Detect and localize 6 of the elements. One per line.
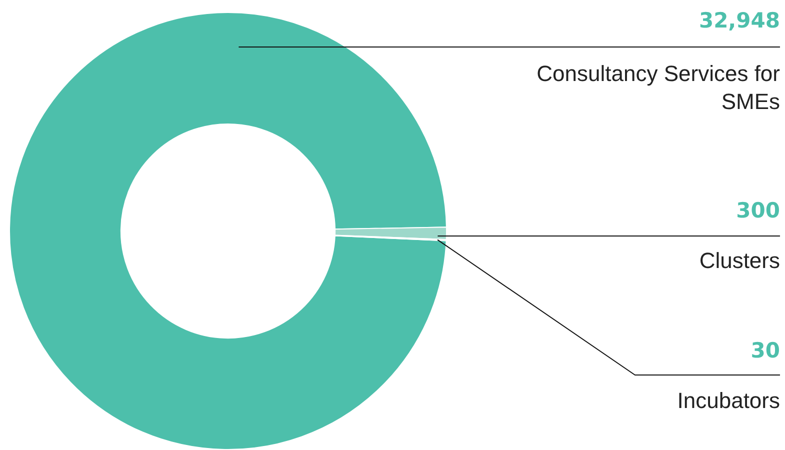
slice-label: Incubators [677,388,780,414]
data-label: 300 [736,198,780,222]
slice-label: Clusters [699,248,780,274]
data-label: 32,948 [698,8,780,32]
data-label: 30 [750,338,780,362]
slice-label: Consultancy Services for SMEs [536,61,780,114]
